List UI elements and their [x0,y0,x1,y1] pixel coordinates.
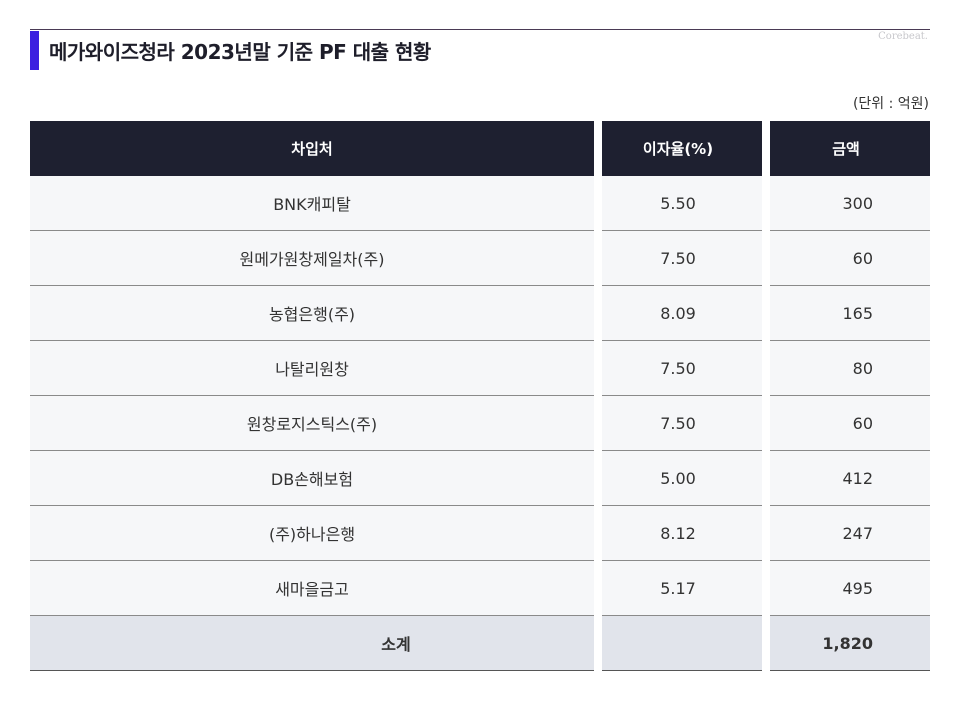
lender-cell: 농협은행(주) [30,285,594,341]
total-label: 소계 [30,615,762,671]
column-separator [762,121,770,671]
rate-cell: 7.50 [594,340,762,396]
rate-cell: 7.50 [594,395,762,451]
rate-cell: 5.17 [594,560,762,616]
header-lender: 차입처 [30,121,594,176]
rate-cell: 7.50 [594,230,762,286]
column-separator [594,121,602,671]
lender-cell: (주)하나은행 [30,505,594,561]
rate-cell: 8.09 [594,285,762,341]
header-amount: 금액 [762,121,930,176]
lender-cell: 원창로지스틱스(주) [30,395,594,451]
total-amount: 1,820 [762,615,930,671]
amount-cell: 60 [762,230,930,286]
rate-cell: 5.00 [594,450,762,506]
rate-cell: 8.12 [594,505,762,561]
title-accent-bar [30,31,39,70]
table-row: (주)하나은행 8.12 247 [30,505,930,561]
lender-cell: 원메가원창제일차(주) [30,230,594,286]
header-interest-rate: 이자율(%) [594,121,762,176]
table-row: 새마을금고 5.17 495 [30,560,930,616]
lender-cell: DB손해보험 [30,450,594,506]
table-row: 원메가원창제일차(주) 7.50 60 [30,230,930,286]
total-row: 소계 1,820 [30,615,930,671]
lender-cell: 나탈리원창 [30,340,594,396]
amount-cell: 412 [762,450,930,506]
unit-label: (단위 : 억원) [852,96,929,112]
amount-cell: 300 [762,176,930,231]
table-row: DB손해보험 5.00 412 [30,450,930,506]
brand-watermark: Corebeat. [878,31,928,42]
table-row: 농협은행(주) 8.09 165 [30,285,930,341]
table-row: BNK캐피탈 5.50 300 [30,176,930,231]
page-title: 메가와이즈청라 2023년말 기준 PF 대출 현황 [49,40,431,64]
amount-cell: 60 [762,395,930,451]
amount-cell: 80 [762,340,930,396]
pf-loan-table: 차입처 이자율(%) 금액 BNK캐피탈 5.50 300 원메가원창제일차(주… [30,121,930,671]
top-rule [30,29,930,30]
table-row: 나탈리원창 7.50 80 [30,340,930,396]
lender-cell: BNK캐피탈 [30,176,594,231]
table-header-row: 차입처 이자율(%) 금액 [30,121,930,176]
rate-cell: 5.50 [594,176,762,231]
amount-cell: 165 [762,285,930,341]
lender-cell: 새마을금고 [30,560,594,616]
table-row: 원창로지스틱스(주) 7.50 60 [30,395,930,451]
amount-cell: 495 [762,560,930,616]
amount-cell: 247 [762,505,930,561]
